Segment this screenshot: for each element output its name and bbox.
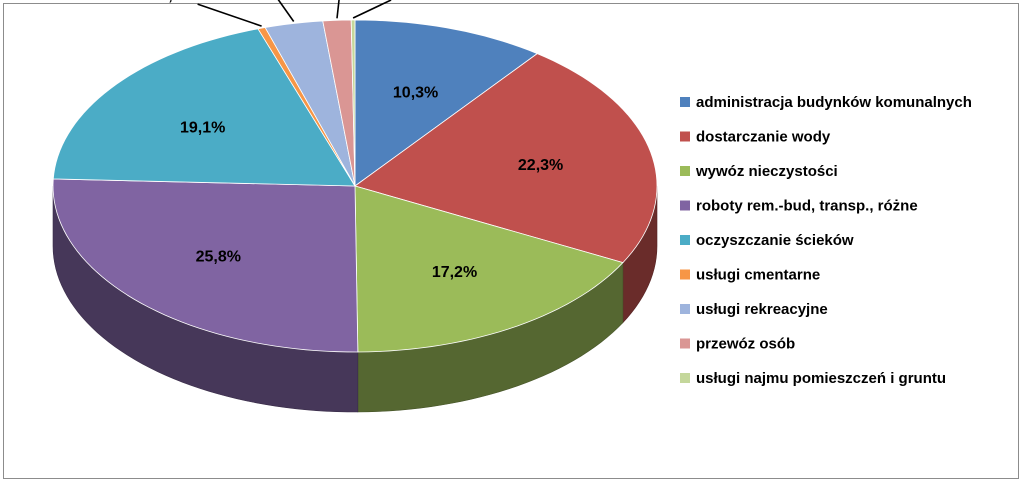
pie-slice-administracja-budynkow-komunalnych (354, 19, 538, 187)
pie-slice-oczyszczanie-sciekow (52, 28, 356, 187)
pie-slice-roboty-rem-bud-transp-rozne (52, 178, 359, 353)
legend-label-roboty-rem-bud-transp-rozne: roboty rem.-bud, transp., różne (696, 198, 918, 215)
legend-swatch-administracja-budynkow-komunalnych (680, 97, 690, 107)
legend-swatch-dostarczanie-wody (680, 131, 690, 142)
data-label-wywoz-nieczystosci: 17,2% (432, 264, 477, 281)
leader-line-przewoz-osob (336, 0, 340, 19)
legend: administracja budynków komunalnych dostar… (680, 94, 972, 387)
data-label-administracja-budynkow-komunalnych: 10,3% (393, 85, 438, 102)
leader-line-uslugi-cmentarne (197, 3, 262, 27)
leader-line-uslugi-rekreacyjne (277, 0, 295, 22)
legend-swatch-uslugi-cmentarne (680, 269, 690, 280)
data-label-uslugi-cmentarne: 0,4% (159, 0, 195, 4)
legend-label-administracja-budynkow-komunalnych: administracja budynków komunalnych (696, 94, 972, 111)
leader-lines (197, 0, 392, 27)
data-label-oczyszczanie-sciekow: 19,1% (180, 119, 225, 136)
legend-label-wywoz-nieczystosci: wywóz nieczystości (695, 163, 838, 180)
data-label-roboty-rem-bud-transp-rozne: 25,8% (196, 248, 241, 265)
legend-swatch-uslugi-rekreacyjne (680, 304, 690, 314)
data-labels: 10,3%22,3%17,2%25,8%19,1%0,4%3,1%1,5%0,2… (159, 0, 563, 281)
leader-line-uslugi-najmu-pomieszczen-i-gruntu (352, 0, 392, 19)
legend-label-oczyszczanie-sciekow: oczyszczanie ścieków (696, 232, 854, 249)
pie-slice-uslugi-najmu-pomieszczen-i-gruntu (350, 19, 356, 187)
data-label-dostarczanie-wody: 22,3% (518, 157, 563, 174)
legend-label-dostarczanie-wody: dostarczanie wody (696, 129, 831, 146)
legend-label-uslugi-rekreacyjne: usługi rekreacyjne (696, 301, 828, 318)
pie-tops (52, 19, 658, 353)
legend-label-uslugi-cmentarne: usługi cmentarne (696, 267, 820, 284)
legend-label-uslugi-najmu-pomieszczen-i-gruntu: usługi najmu pomieszczeń i gruntu (696, 370, 946, 387)
legend-swatch-roboty-rem-bud-transp-rozne (680, 200, 690, 211)
pie-slice-uslugi-rekreacyjne (264, 20, 356, 187)
legend-label-przewoz-osob: przewóz osób (696, 336, 795, 353)
legend-swatch-uslugi-najmu-pomieszczen-i-gruntu (680, 373, 690, 383)
legend-swatch-przewoz-osob (680, 338, 690, 349)
legend-swatch-oczyszczanie-sciekow (680, 235, 690, 245)
legend-swatch-wywoz-nieczystosci (680, 166, 690, 176)
pie-slice-wywoz-nieczystosci (354, 185, 624, 353)
pie-slice-dostarczanie-wody (354, 53, 658, 263)
